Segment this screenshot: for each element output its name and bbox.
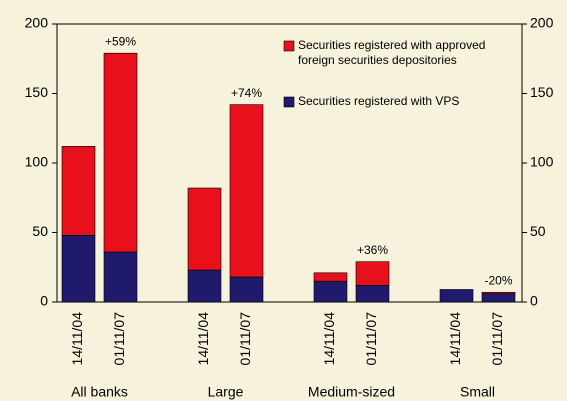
group-label: Small [460,384,495,400]
bar-segment [355,285,390,303]
y-tick-label: 150 [25,84,49,100]
x-tick-label: 01/11/07 [237,312,253,366]
bar-segment [481,293,516,303]
bar-segment [61,146,96,236]
y-tick-label: 200 [25,15,49,31]
legend-swatch [283,96,295,108]
bar-segment [313,280,348,303]
y-tick-label: 100 [25,154,49,170]
bar-segment [187,269,222,303]
x-tick-label: 01/11/07 [111,312,127,366]
bar-segment [229,276,264,303]
bar-segment [313,272,348,282]
y2-tick-label: 200 [530,15,554,31]
y2-tick-label: 100 [530,154,554,170]
group-label: Medium-sized [308,384,395,400]
x-tick-label: 14/11/04 [69,312,85,366]
y2-tick-label: 150 [530,84,554,100]
bar-segment [355,261,390,286]
bar-segment [187,187,222,271]
x-tick-label: 01/11/07 [363,312,379,366]
bar-segment [481,291,516,294]
y2-tick-label: 0 [530,293,538,309]
bar-segment [103,52,138,253]
y2-tick-label: 50 [530,223,546,239]
x-tick-label: 14/11/04 [195,312,211,366]
x-tick-label: 14/11/04 [447,312,463,366]
legend-label: Securities registered with approved fore… [298,38,486,67]
annotation: +59% [105,34,136,48]
legend-label: Securities registered with VPS [298,94,460,108]
bar-segment [229,104,264,278]
annotation: -20% [484,273,512,287]
group-label: All banks [71,384,128,400]
bar-segment [61,234,96,303]
bar-segment [439,289,474,303]
x-tick-label: 14/11/04 [321,312,337,366]
group-label: Large [208,384,244,400]
bar-segment [103,251,138,303]
x-tick-label: 01/11/07 [489,312,505,366]
annotation: +36% [357,243,388,257]
y-tick-label: 0 [40,293,48,309]
legend-swatch [283,40,295,52]
y-tick-label: 50 [32,223,48,239]
annotation: +74% [231,86,262,100]
